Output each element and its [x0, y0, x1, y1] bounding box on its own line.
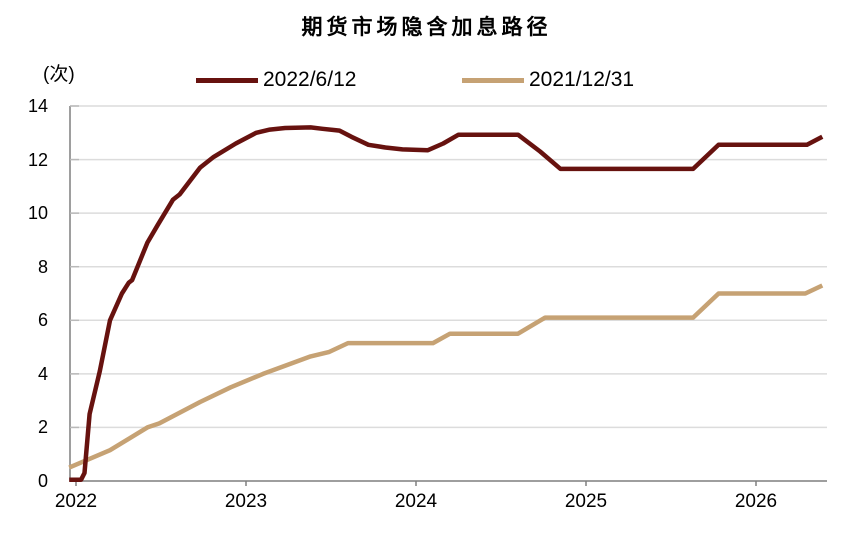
legend-swatch-dark-red: [196, 77, 258, 83]
y-axis-tick-label-4: 4: [37, 363, 48, 384]
y-axis-tick-label-6: 6: [37, 310, 48, 331]
legend-item-2022-6-12: 2022/6/12: [196, 67, 356, 93]
legend-item-2021-12-31: 2021/12/31: [462, 67, 634, 93]
y-axis-tick-label-10: 10: [27, 203, 48, 224]
legend-label: 2021/12/31: [529, 68, 635, 91]
y-axis-tick-label-14: 14: [27, 96, 48, 116]
series-line-2021-12-31: [68, 283, 824, 470]
x-axis-tick-label-2026: 2026: [734, 491, 778, 512]
x-axis-tick-label-2025: 2025: [564, 491, 608, 512]
y-axis-tick-label-0: 0: [37, 471, 48, 491]
y-axis-tick-label-2: 2: [37, 417, 48, 438]
y-axis-tick-label-8: 8: [37, 256, 48, 277]
x-axis-tick-label-2022: 2022: [54, 491, 98, 512]
y-axis-tick-label-12: 12: [27, 149, 48, 170]
series-line-2022-6-12: [69, 125, 824, 482]
x-axis-tick-label-2024: 2024: [394, 491, 438, 512]
legend-label: 2022/6/12: [263, 68, 357, 91]
y-axis-unit-label: (次): [43, 64, 75, 85]
x-axis-tick-label-2023: 2023: [224, 491, 268, 512]
chart-title: 期货市场隐含加息路径: [301, 16, 552, 39]
legend-swatch-tan: [462, 77, 524, 83]
